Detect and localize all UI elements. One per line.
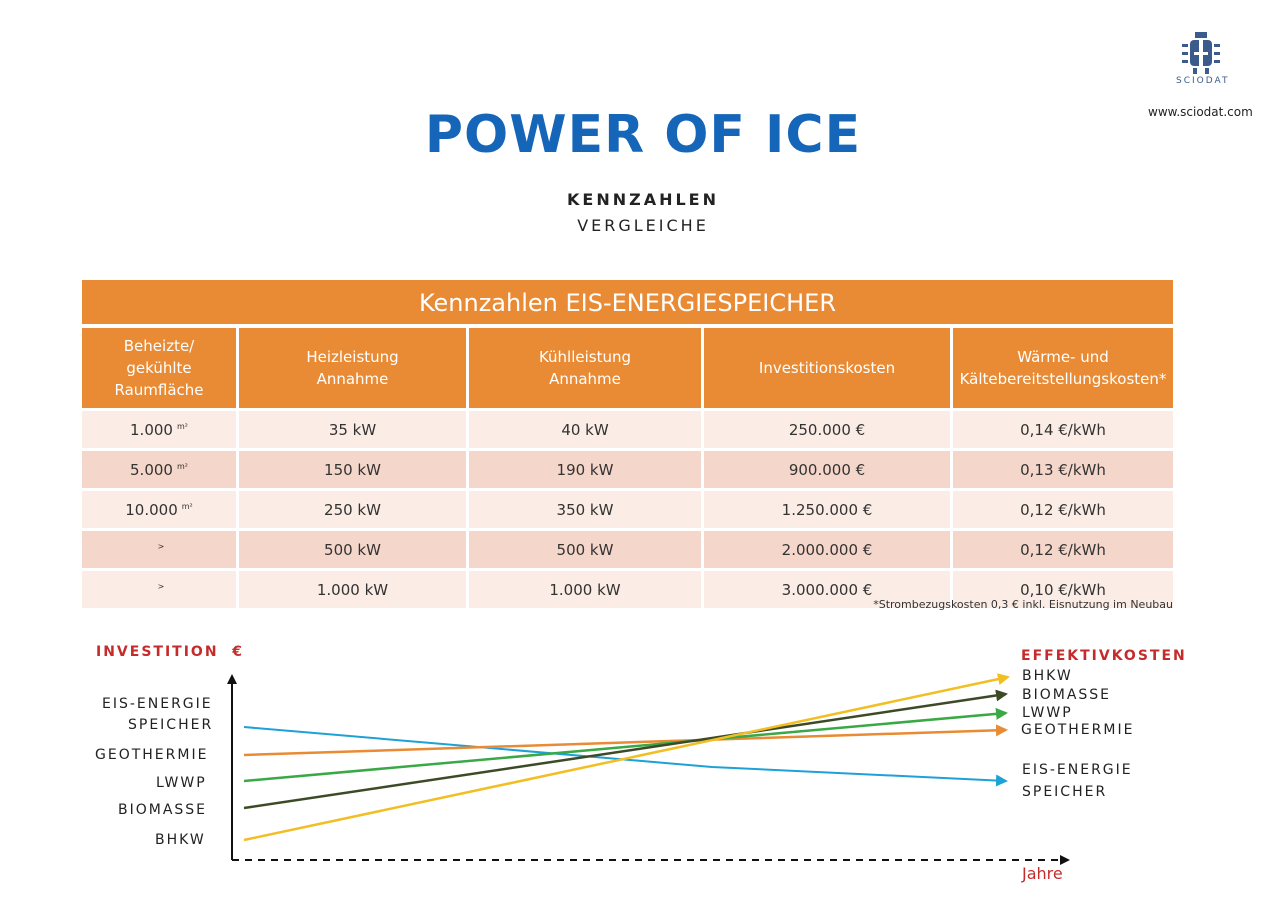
cell-heat: 35 kW [236, 408, 468, 450]
right-label-eis-2: SPEICHER [1022, 784, 1108, 800]
cell-heat: 500 kW [236, 528, 468, 570]
left-label-eis-1: EIS-ENERGIE [102, 696, 213, 712]
cell-heat: 150 kW [236, 448, 468, 490]
line-eis-energiespeicher [243, 726, 1008, 787]
right-label-geothermie: GEOTHERMIE [1021, 722, 1135, 738]
cell-invest: 900.000 € [701, 448, 952, 490]
area-value: 10.000 [125, 500, 178, 519]
cell-area: 1.000 m² [82, 408, 238, 450]
table-row: 5.000 m² 150 kW 190 kW 900.000 € 0,13 €/k… [82, 448, 1173, 490]
cell-area: 10.000 m² [82, 488, 238, 530]
header-cost: Wärme- und Kältebereitstellungskosten* [950, 328, 1173, 410]
header-cool-line2: Annahme [549, 370, 621, 388]
sciodat-logo: SCIODAT [1176, 32, 1230, 86]
cell-invest: 2.000.000 € [701, 528, 952, 570]
header-area-line1: Beheizte/ [123, 337, 195, 355]
cell-cost: 0,12 €/kWh [950, 528, 1173, 570]
area-unit: > [157, 541, 165, 551]
cell-heat: 1.000 kW [236, 568, 468, 608]
y-axis-unit: € [232, 644, 245, 660]
area-unit: m² [181, 501, 193, 511]
cell-cost: 0,10 €/kWh [950, 568, 1173, 608]
page-title: POWER OF ICE [424, 105, 862, 165]
right-label-eis-1: EIS-ENERGIE [1022, 762, 1133, 778]
header-heat-line1: Heizleistung [306, 348, 399, 366]
left-label-biomasse: BIOMASSE [118, 802, 208, 818]
line-biomasse [243, 689, 1008, 810]
table-header-row: Beheizte/ gekühlte Raumfläche Heizleistu… [82, 328, 1173, 410]
x-axis-label: Jahre [1022, 864, 1063, 883]
header-invest: Investitionskosten [701, 328, 952, 410]
left-label-geothermie: GEOTHERMIE [95, 747, 209, 763]
cell-invest: 250.000 € [701, 408, 952, 450]
header-heat: Heizleistung Annahme [236, 328, 468, 410]
logo-text: SCIODAT [1176, 76, 1230, 86]
area-unit: > [157, 581, 165, 591]
header-cost-line1: Wärme- und [1017, 348, 1109, 366]
cell-cost: 0,13 €/kWh [950, 448, 1173, 490]
cell-cost: 0,14 €/kWh [950, 408, 1173, 450]
y-axis-label-text: INVESTITION [96, 644, 219, 660]
subtitle-vergleiche: VERGLEICHE [577, 216, 709, 235]
area-value: 1.000 [130, 420, 173, 439]
cell-cool: 1.000 kW [466, 568, 703, 608]
kennzahlen-table: Beheizte/ gekühlte Raumfläche Heizleistu… [82, 328, 1173, 608]
cell-cool: 350 kW [466, 488, 703, 530]
website-link[interactable]: www.sciodat.com [1148, 105, 1253, 119]
header-area-line3: Raumfläche [114, 381, 204, 399]
table-row: 10.000 m² 250 kW 350 kW 1.250.000 € 0,12 … [82, 488, 1173, 530]
title-block: POWER OF ICE [0, 100, 1286, 170]
cell-area: 5.000 m² [82, 448, 238, 490]
left-label-bhkw: BHKW [155, 832, 206, 848]
table-row: > 500 kW 500 kW 2.000.000 € 0,12 €/kWh [82, 528, 1173, 570]
area-unit: m² [176, 421, 188, 431]
subtitle-kennzahlen: KENNZAHLEN [567, 190, 719, 209]
area-unit: m² [176, 461, 188, 471]
cell-cool: 40 kW [466, 408, 703, 450]
header-area: Beheizte/ gekühlte Raumfläche [82, 328, 238, 410]
cell-invest: 1.250.000 € [701, 488, 952, 530]
kennzahlen-table-box: Kennzahlen EIS-ENERGIESPEICHER Beheizte/… [82, 280, 1173, 611]
header-heat-line2: Annahme [316, 370, 389, 388]
header-cost-line2: Kältebereitstellungskosten* [959, 370, 1167, 388]
right-label-bhkw: BHKW [1022, 668, 1073, 684]
cell-area: > [82, 528, 238, 570]
line-bhkw [243, 673, 1010, 842]
cell-invest: 3.000.000 € [701, 568, 952, 608]
table-footnote: *Strombezugskosten 0,3 € inkl. Eisnutzun… [873, 598, 1173, 611]
area-value: 5.000 [130, 460, 173, 479]
y-axis-label: INVESTITION € [96, 644, 244, 660]
right-label-lwwp: LWWP [1022, 705, 1073, 721]
table-row: > 1.000 kW 1.000 kW 3.000.000 € 0,10 €/k… [82, 568, 1173, 608]
left-label-lwwp: LWWP [156, 775, 207, 791]
cell-heat: 250 kW [236, 488, 468, 530]
cell-cost: 0,12 €/kWh [950, 488, 1173, 530]
cell-area: > [82, 568, 238, 608]
left-label-eis-2: SPEICHER [128, 717, 214, 733]
header-area-line2: gekühlte [126, 359, 192, 377]
cell-cool: 190 kW [466, 448, 703, 490]
header-cool: Kühlleistung Annahme [466, 328, 703, 410]
cell-cool: 500 kW [466, 528, 703, 570]
right-title-effektivkosten: EFFEKTIVKOSTEN [1021, 648, 1187, 664]
line-geothermie [243, 724, 1008, 757]
right-label-biomasse: BIOMASSE [1022, 687, 1112, 703]
table-row: 1.000 m² 35 kW 40 kW 250.000 € 0,14 €/kWh [82, 408, 1173, 450]
sciodat-logo-icon [1182, 32, 1220, 74]
line-lwwp [243, 707, 1008, 783]
header-invest-line1: Investitionskosten [758, 359, 896, 377]
table-title: Kennzahlen EIS-ENERGIESPEICHER [82, 280, 1173, 324]
header-cool-line1: Kühlleistung [538, 348, 632, 366]
